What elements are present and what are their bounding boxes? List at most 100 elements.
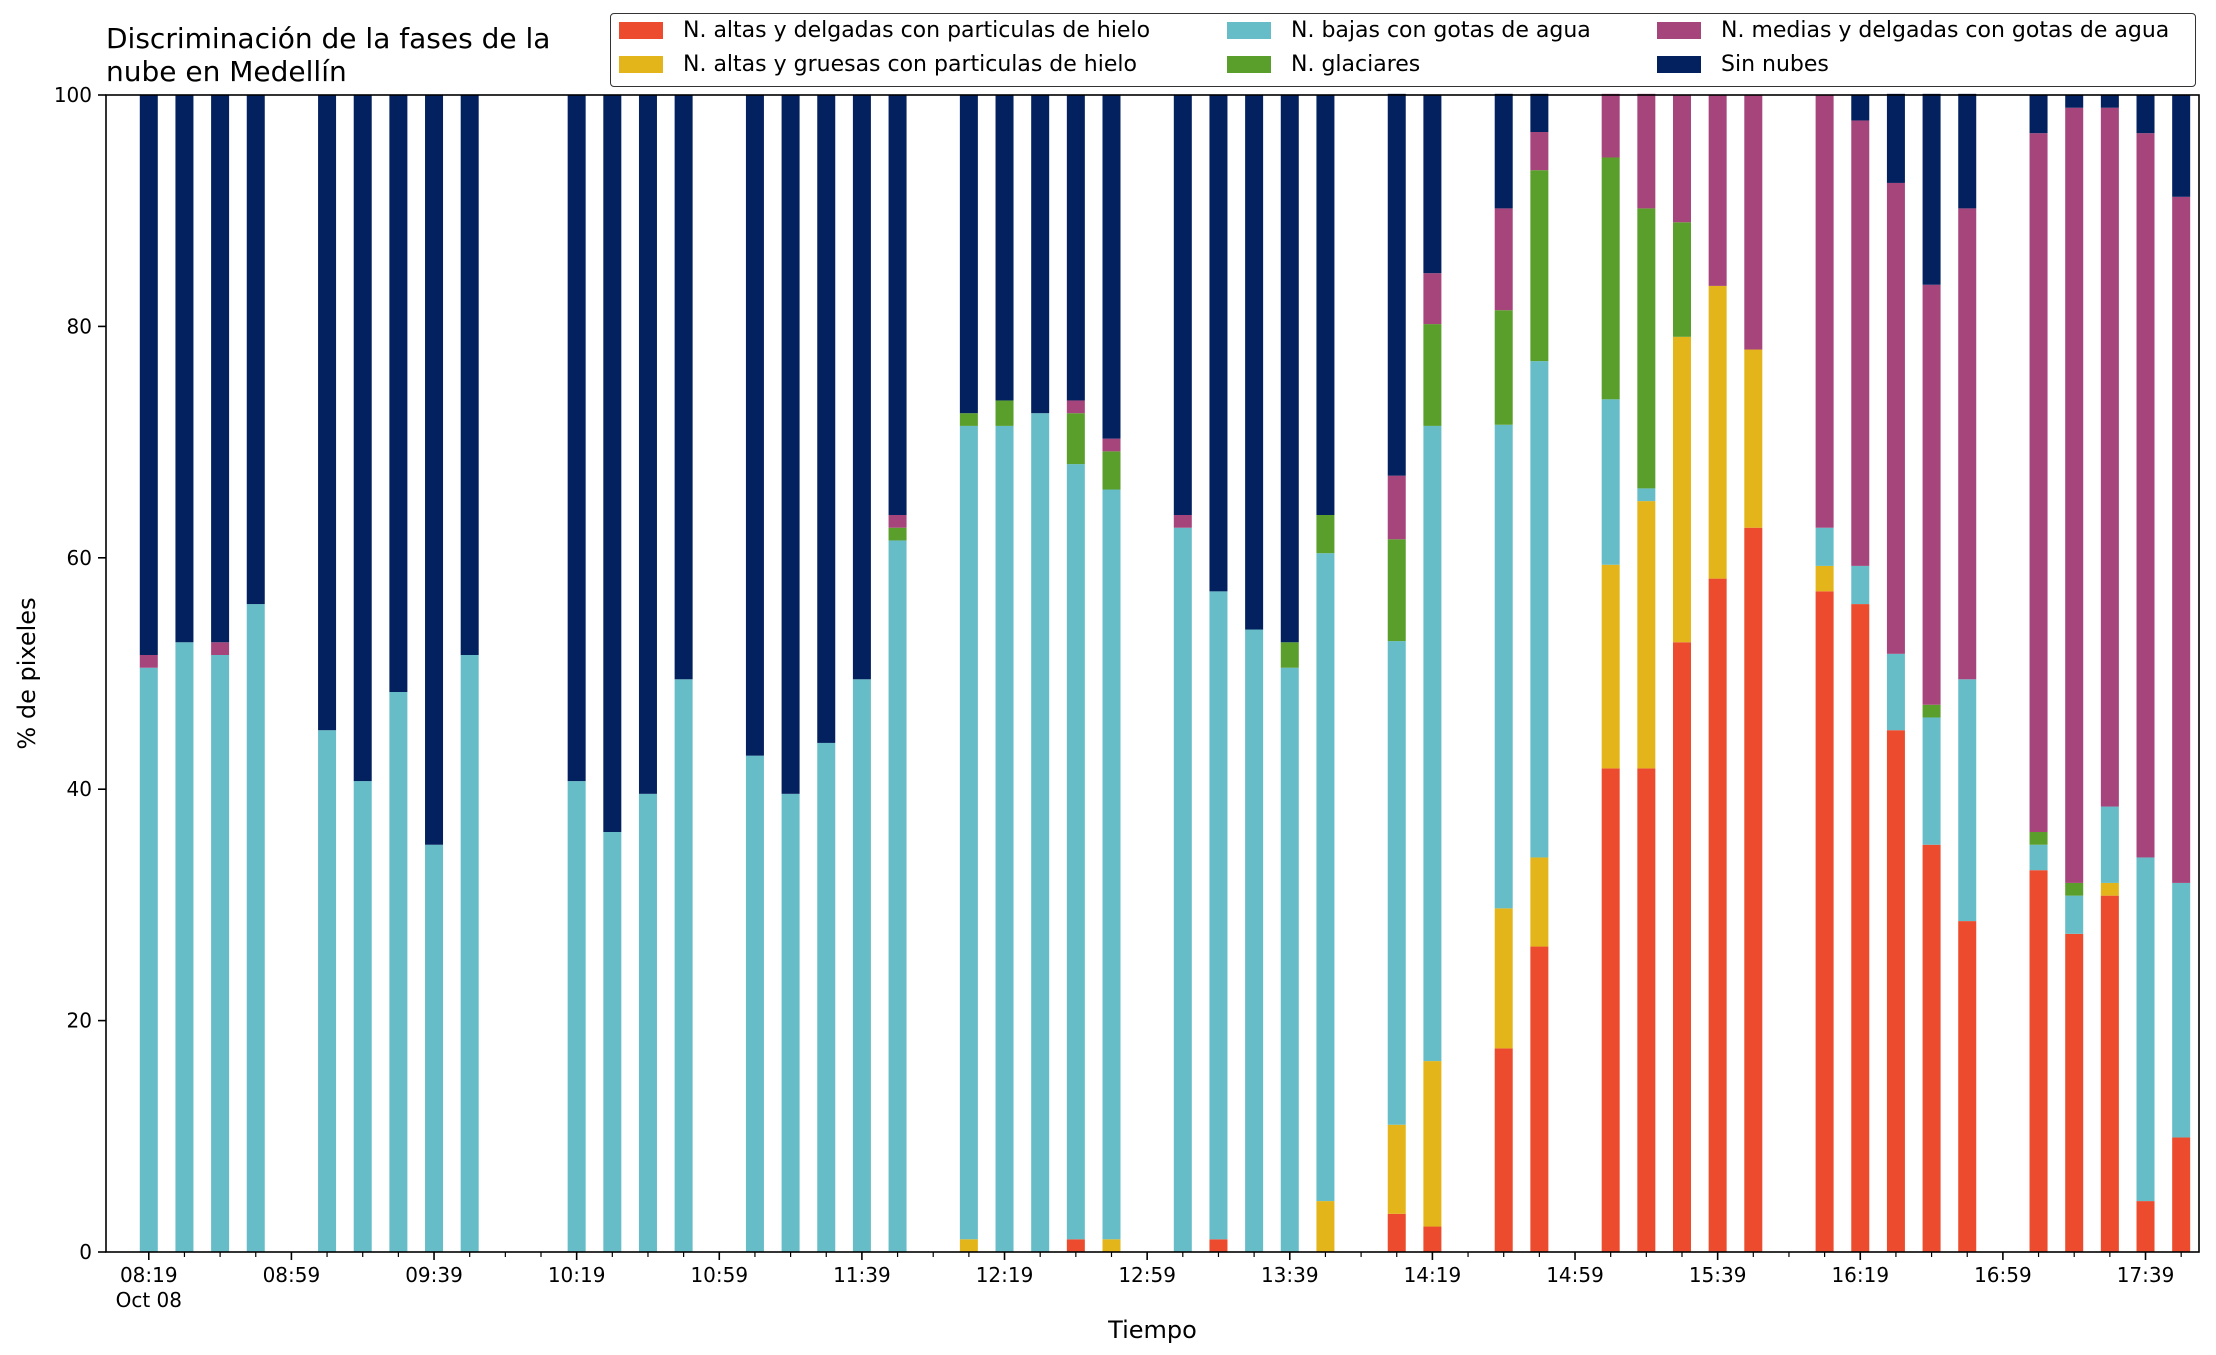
bar-segment-sin-nubes xyxy=(995,95,1014,401)
bar-segment-glaciares xyxy=(1280,642,1299,668)
bar-segment-altas-gruesas xyxy=(1387,1124,1406,1214)
bar-segment-bajas xyxy=(1209,591,1228,1240)
bar-segment-sin-nubes xyxy=(246,95,265,605)
bar-segment-glaciares xyxy=(1102,451,1121,490)
bar-segment-altas-delgadas xyxy=(1601,768,1620,1252)
bar-segment-altas-delgadas xyxy=(2136,1201,2155,1252)
bar-segment-sin-nubes xyxy=(638,95,657,794)
bar-segment-sin-nubes xyxy=(175,95,194,643)
legend-label-sin-nubes: Sin nubes xyxy=(1721,52,1829,77)
bar-segment-bajas xyxy=(638,793,657,1252)
bar-segment-sin-nubes xyxy=(1958,93,1977,209)
bar-segment-sin-nubes xyxy=(674,95,693,680)
bar-segment-bajas xyxy=(1494,424,1513,909)
bar-segment-altas-delgadas xyxy=(2100,895,2119,1252)
bar-segment-medias xyxy=(2029,133,2048,833)
bar-segment-glaciares xyxy=(2065,882,2084,896)
x-tick-sublabel: Oct 08 xyxy=(116,1288,182,1312)
bar-segment-altas-delgadas xyxy=(1708,578,1727,1252)
bars-layer xyxy=(139,93,2191,1253)
x-tick-label: 10:59 xyxy=(690,1263,748,1287)
y-tick-label: 40 xyxy=(67,777,92,801)
legend-swatch-bajas xyxy=(1227,22,1271,39)
bar-segment-bajas xyxy=(1280,667,1299,1252)
legend-swatch-altas-gruesas xyxy=(619,56,663,73)
x-tick-label: 11:39 xyxy=(833,1263,891,1287)
chart-title-line-1: Discriminación de la fases de la xyxy=(106,22,551,55)
bar-segment-bajas xyxy=(1851,565,1870,605)
bar-segment-glaciares xyxy=(1530,170,1549,362)
bar-segment-medias xyxy=(1173,514,1192,528)
bar-segment-medias xyxy=(211,642,230,655)
bar-segment-bajas xyxy=(1601,399,1620,565)
bar-segment-medias xyxy=(1066,400,1085,414)
bar-segment-sin-nubes xyxy=(817,95,836,743)
bar-segment-bajas xyxy=(674,679,693,1252)
bar-segment-sin-nubes xyxy=(2065,95,2084,108)
x-tick-label: 17:39 xyxy=(2117,1263,2175,1287)
bar-segment-altas-delgadas xyxy=(1637,768,1656,1252)
bar-segment-altas-delgadas xyxy=(1387,1213,1406,1252)
legend-item-medias: N. medias y delgadas con gotas de agua xyxy=(1657,18,2169,43)
bar-segment-altas-gruesas xyxy=(1102,1239,1121,1252)
bar-segment-bajas xyxy=(567,781,586,1252)
x-tick-label: 08:59 xyxy=(263,1263,321,1287)
bar-segment-sin-nubes xyxy=(2029,95,2048,134)
bar-segment-bajas xyxy=(1922,717,1941,845)
bar-segment-bajas xyxy=(425,844,444,1252)
bar-segment-bajas xyxy=(781,793,800,1252)
bar-segment-sin-nubes xyxy=(567,95,586,782)
bar-segment-altas-delgadas xyxy=(1423,1226,1442,1252)
bar-segment-bajas xyxy=(888,540,907,1252)
bar-segment-bajas xyxy=(211,654,230,1252)
bar-segment-sin-nubes xyxy=(389,95,408,693)
bar-segment-sin-nubes xyxy=(781,95,800,794)
legend-label-glaciares: N. glaciares xyxy=(1291,52,1421,77)
bar-segment-bajas xyxy=(2100,806,2119,883)
bar-segment-altas-gruesas xyxy=(1744,349,1763,528)
bar-segment-altas-delgadas xyxy=(1530,946,1549,1252)
bar-segment-medias xyxy=(1601,93,1620,158)
bar-segment-medias xyxy=(1851,120,1870,566)
bar-segment-altas-gruesas xyxy=(959,1239,978,1252)
bar-segment-medias xyxy=(1494,208,1513,311)
bar-segment-sin-nubes xyxy=(888,95,907,515)
bar-segment-altas-delgadas xyxy=(1922,844,1941,1252)
bar-segment-glaciares xyxy=(959,413,978,426)
bar-segment-altas-delgadas xyxy=(1066,1239,1085,1252)
bar-segment-altas-delgadas xyxy=(1744,527,1763,1252)
chart-title: Discriminación de la fases de la nube en… xyxy=(106,22,550,88)
bar-segment-medias xyxy=(1672,95,1691,223)
bar-segment-bajas xyxy=(353,781,372,1252)
bar-segment-bajas xyxy=(460,654,479,1252)
bar-segment-bajas xyxy=(318,730,337,1252)
bar-segment-sin-nubes xyxy=(318,95,337,731)
bar-segment-altas-delgadas xyxy=(1815,591,1834,1252)
y-tick-label: 100 xyxy=(54,83,92,107)
bar-segment-altas-gruesas xyxy=(1708,285,1727,579)
legend-label-altas-delgadas: N. altas y delgadas con particulas de hi… xyxy=(683,18,1151,43)
y-axis-label: % de pixeles xyxy=(13,597,41,749)
bar-segment-bajas xyxy=(2065,895,2084,934)
x-tick-label: 16:19 xyxy=(1831,1263,1889,1287)
y-axis: 0 20 40 60 80 100 xyxy=(54,83,106,1264)
y-tick-label: 20 xyxy=(67,1009,92,1033)
bar-segment-sin-nubes xyxy=(139,95,158,655)
bar-segment-altas-delgadas xyxy=(1851,604,1870,1252)
bar-segment-glaciares xyxy=(1423,324,1442,426)
y-tick-label: 80 xyxy=(67,314,92,338)
bar-segment-sin-nubes xyxy=(460,95,479,655)
bar-segment-glaciares xyxy=(1066,413,1085,465)
bar-segment-glaciares xyxy=(888,527,907,541)
bar-segment-sin-nubes xyxy=(1173,95,1192,515)
bar-segment-medias xyxy=(2065,107,2084,883)
x-tick-label: 15:39 xyxy=(1689,1263,1747,1287)
bar-segment-bajas xyxy=(246,604,265,1252)
legend-label-bajas: N. bajas con gotas de agua xyxy=(1291,18,1591,43)
x-tick-label: 14:19 xyxy=(1404,1263,1462,1287)
bar-segment-medias xyxy=(1922,284,1941,705)
bar-segment-medias xyxy=(2136,133,2155,858)
bar-segment-altas-gruesas xyxy=(1316,1201,1335,1252)
